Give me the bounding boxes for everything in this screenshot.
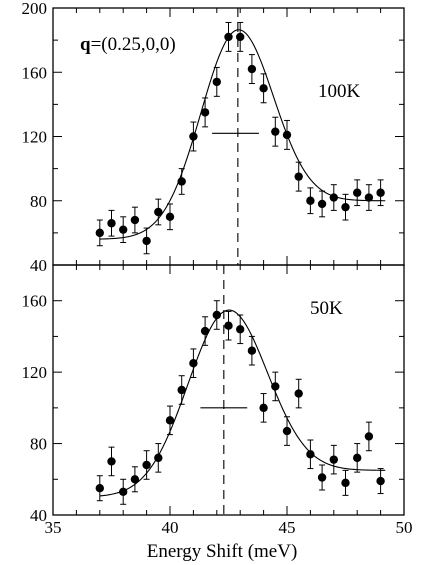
data-point <box>224 321 233 330</box>
data-point <box>306 450 315 459</box>
data-point <box>165 212 175 222</box>
data-point <box>282 130 292 140</box>
y-tick-label: 200 <box>22 0 48 18</box>
data-point <box>165 416 175 425</box>
data-point <box>189 132 198 141</box>
data-point <box>119 225 128 234</box>
q-vector-annotation: q=(0.25,0,0) <box>80 34 176 55</box>
data-point <box>189 359 198 368</box>
data-point <box>95 228 105 238</box>
y-tick-label: 120 <box>22 128 48 147</box>
fit-curve <box>99 309 386 497</box>
data-point <box>142 236 151 246</box>
data-point <box>376 476 385 486</box>
y-tick-label: 160 <box>22 292 48 311</box>
panel-label-50K: 50K <box>310 298 343 319</box>
data-point <box>200 108 210 117</box>
data-point <box>353 188 362 197</box>
data-point <box>364 432 374 441</box>
data-point <box>130 475 140 484</box>
data-point <box>341 202 350 212</box>
x-tick-label: 45 <box>279 518 296 537</box>
data-point <box>177 385 186 395</box>
data-point <box>154 453 163 463</box>
data-point <box>306 196 315 205</box>
y-tick-label: 80 <box>30 435 47 454</box>
data-point <box>236 32 245 42</box>
data-point <box>341 478 350 488</box>
x-tick-label: 40 <box>162 518 179 537</box>
data-point <box>119 487 128 496</box>
panel-top: 40 80 120 160 200 100K <box>22 0 405 275</box>
data-point <box>282 426 292 436</box>
data-point <box>364 193 374 202</box>
data-point <box>271 382 280 391</box>
data-point <box>376 188 385 197</box>
data-point <box>236 325 245 334</box>
data-point <box>247 346 257 355</box>
data-point <box>271 127 280 136</box>
q-value: =(0.25,0,0) <box>91 34 176 55</box>
data-point <box>317 199 327 209</box>
data-point <box>142 460 151 470</box>
y-tick-label: 160 <box>22 63 48 82</box>
data-point <box>329 455 338 464</box>
data-point <box>130 215 140 225</box>
panel-frame <box>52 264 405 516</box>
x-tick-label: 50 <box>396 518 413 537</box>
data-point <box>259 403 268 413</box>
data-point <box>329 193 338 202</box>
data-point <box>177 177 186 186</box>
x-axis-label: Energy Shift (meV) <box>147 541 298 562</box>
y-tick-label: 40 <box>30 256 47 275</box>
data-point <box>247 64 257 74</box>
data-point <box>294 172 303 181</box>
data-point <box>224 32 233 42</box>
panel-label-100K: 100K <box>318 81 361 102</box>
data-point <box>107 457 116 466</box>
data-point <box>353 453 362 463</box>
data-point <box>107 219 116 228</box>
data-point <box>212 77 221 87</box>
y-tick-label: 80 <box>30 192 47 211</box>
data-point <box>317 473 327 482</box>
data-point <box>212 310 221 320</box>
data-point <box>95 484 105 493</box>
data-point <box>200 326 210 336</box>
data-point <box>154 207 163 217</box>
x-tick-label: 35 <box>45 518 62 537</box>
y-tick-label: 40 <box>30 506 47 525</box>
y-tick-label: 120 <box>22 363 48 382</box>
data-point <box>294 389 303 398</box>
data-point <box>259 84 268 93</box>
q-bold: q <box>80 34 91 55</box>
